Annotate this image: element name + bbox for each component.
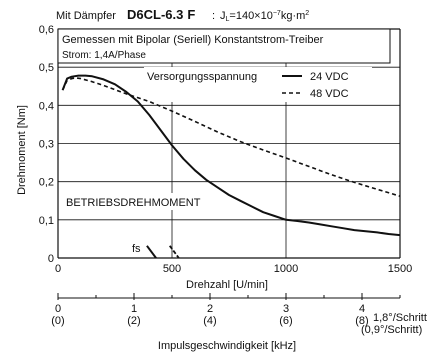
secondary-tick-label-half: (4) bbox=[203, 315, 216, 327]
y-tick-label: 0 bbox=[48, 253, 54, 265]
series-group bbox=[61, 74, 401, 237]
pulse-frequency-axis: 0(0) 1(2) 2(4) 3(6) 4(8) bbox=[51, 293, 401, 327]
inertia-unit-exponent: 2 bbox=[305, 10, 309, 17]
inertia-note: JL=140×10−7kg·m2 bbox=[220, 10, 309, 23]
y-axis-label: Drehmoment [Nm] bbox=[16, 105, 28, 195]
x-axis-label: Drehzahl [U/min] bbox=[186, 279, 268, 291]
y-tick-labels: 0 0,1 0,2 0,3 0,4 0,5 0,6 bbox=[39, 24, 54, 265]
secondary-tick-label-half: (6) bbox=[279, 315, 292, 327]
secondary-axis-label: Impulsgeschwindigkeit [kHz] bbox=[158, 340, 296, 352]
legend-title: Versorgungsspannung bbox=[147, 71, 257, 83]
secondary-tick-label-full: 0 bbox=[55, 303, 61, 315]
fs-label: fs bbox=[132, 243, 141, 255]
secondary-tick-label-half: (8) bbox=[355, 315, 368, 327]
legend-label-48vdc: 48 VDC bbox=[310, 88, 349, 100]
inertia-value: =140×10 bbox=[229, 10, 272, 22]
inertia-subscript: L bbox=[226, 16, 230, 23]
secondary-tick-label-half: (2) bbox=[127, 315, 140, 327]
secondary-tick-label-full: 3 bbox=[283, 303, 289, 315]
secondary-tick-label-half: (0) bbox=[51, 315, 64, 327]
secondary-tick-label-full: 4 bbox=[359, 303, 365, 315]
secondary-tick-label-full: 1 bbox=[131, 303, 137, 315]
x-tick-label: 1000 bbox=[274, 263, 298, 275]
subtitle-line-1: Gemessen mit Bipolar (Seriell) Konstants… bbox=[62, 34, 324, 46]
subtitle-box bbox=[57, 28, 391, 64]
inertia-unit: kg·m bbox=[281, 10, 305, 22]
inertia-symbol: J bbox=[220, 10, 226, 22]
x-tick-label: 0 bbox=[55, 263, 61, 275]
series-line-24vdc bbox=[61, 74, 401, 237]
secondary-unit-full: 1,8°/Schritt bbox=[373, 312, 427, 324]
subtitle-line-2: Strom: 1,4A/Phase bbox=[62, 50, 146, 61]
legend-box bbox=[144, 67, 372, 102]
inertia-exponent: −7 bbox=[273, 10, 281, 17]
y-tick-label: 0,4 bbox=[39, 100, 54, 112]
legend-label-24vdc: 24 VDC bbox=[310, 71, 349, 83]
chart-title-colon: : bbox=[212, 10, 215, 22]
x-tick-labels: 0 500 1000 1500 bbox=[55, 263, 412, 275]
x-tick-label: 1500 bbox=[388, 263, 412, 275]
secondary-tick-label-full: 2 bbox=[207, 303, 213, 315]
region-label: BETRIEBSDREHMOMENT bbox=[66, 197, 201, 209]
series-line-48vdc bbox=[61, 77, 401, 197]
fs-marker-24vdc bbox=[146, 245, 157, 259]
y-tick-label: 0,1 bbox=[39, 215, 54, 227]
chart-title-model-suffix: F bbox=[187, 7, 195, 22]
fs-marker-48vdc bbox=[168, 245, 180, 259]
chart-title-model-name: D6CL-6.3 bbox=[127, 7, 183, 22]
chart-title-prefix: Mit Dämpfer bbox=[56, 10, 116, 22]
start-markers bbox=[146, 245, 180, 259]
x-tick-label: 500 bbox=[163, 263, 181, 275]
secondary-unit-half: (0,9°/Schritt) bbox=[361, 324, 422, 336]
chart-title-model: D6CL-6.3 F bbox=[127, 7, 195, 22]
region-label-box bbox=[64, 193, 214, 210]
y-tick-label: 0,3 bbox=[39, 139, 54, 151]
y-tick-label: 0,2 bbox=[39, 177, 54, 189]
y-tick-label: 0,5 bbox=[39, 62, 54, 74]
y-tick-label: 0,6 bbox=[39, 24, 54, 36]
